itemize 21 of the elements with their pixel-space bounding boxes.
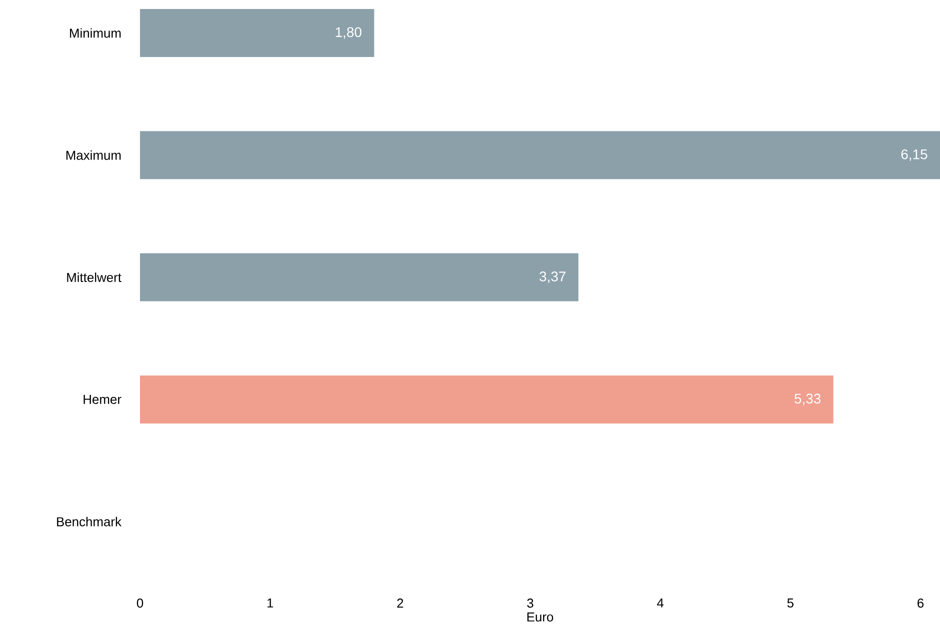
bar: [140, 131, 940, 180]
y-tick-label: Benchmark: [57, 516, 122, 526]
bar: [140, 375, 834, 424]
y-tick-label: Maximum: [66, 150, 121, 160]
x-tick-label: 5: [787, 598, 794, 608]
x-tick-label: 6: [918, 598, 924, 608]
x-tick-label: 1: [267, 598, 274, 608]
bar: [140, 253, 578, 302]
data-label: 5,33: [794, 394, 821, 406]
data-label: 1,80: [336, 27, 362, 39]
bar: [140, 8, 374, 57]
data-label: 6,15: [901, 149, 928, 161]
y-tick-label: Hemer: [84, 394, 122, 404]
y-tick-label: Minimum: [70, 28, 121, 38]
data-label: 3,37: [540, 272, 566, 284]
x-tick-label: 0: [136, 598, 144, 608]
x-tick-label: 3: [527, 598, 534, 608]
x-tick-label: 2: [397, 598, 404, 608]
x-axis-title: Euro: [527, 612, 554, 622]
y-tick-label: Mittelwert: [67, 272, 122, 282]
x-tick-label: 4: [657, 598, 664, 608]
